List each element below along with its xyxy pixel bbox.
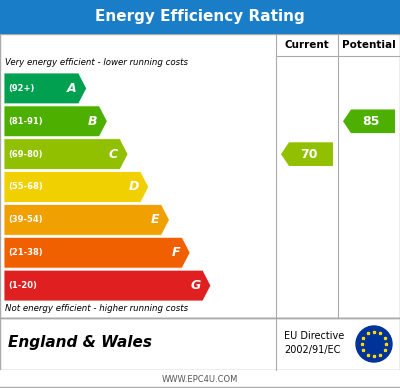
Text: (39-54): (39-54) [8, 215, 43, 224]
Polygon shape [4, 73, 87, 104]
Text: EU Directive: EU Directive [284, 331, 344, 341]
Text: (81-91): (81-91) [8, 117, 43, 126]
Bar [0, 0, 400, 34]
Text: Potential: Potential [342, 40, 396, 50]
Text: B: B [88, 115, 97, 128]
Polygon shape [4, 106, 107, 137]
Polygon shape [343, 109, 395, 133]
Text: G: G [191, 279, 201, 292]
Polygon shape [4, 139, 128, 170]
Text: E: E [151, 213, 160, 226]
Text: WWW.EPC4U.COM: WWW.EPC4U.COM [162, 374, 238, 383]
Polygon shape [4, 270, 211, 301]
Polygon shape [281, 142, 333, 166]
Polygon shape [4, 237, 190, 268]
Circle shape [356, 326, 392, 362]
Text: Energy Efficiency Rating: Energy Efficiency Rating [95, 9, 305, 24]
Text: 70: 70 [300, 148, 318, 161]
Bar [0, 318, 400, 370]
Text: Very energy efficient - lower running costs: Very energy efficient - lower running co… [5, 58, 188, 67]
Text: (92+): (92+) [8, 84, 34, 93]
Text: Current: Current [285, 40, 329, 50]
Text: 2002/91/EC: 2002/91/EC [284, 345, 340, 355]
Text: (55-68): (55-68) [8, 182, 43, 192]
Text: A: A [67, 82, 77, 95]
Text: England & Wales: England & Wales [8, 334, 152, 350]
Bar [0, 370, 400, 388]
Text: Not energy efficient - higher running costs: Not energy efficient - higher running co… [5, 304, 188, 313]
Bar [0, 34, 400, 318]
Text: (1-20): (1-20) [8, 281, 37, 290]
Polygon shape [4, 171, 149, 203]
Text: F: F [172, 246, 180, 259]
Text: (21-38): (21-38) [8, 248, 43, 257]
Text: (69-80): (69-80) [8, 150, 42, 159]
Text: D: D [128, 180, 139, 194]
Text: 85: 85 [362, 115, 380, 128]
Text: C: C [109, 148, 118, 161]
Polygon shape [4, 204, 170, 235]
